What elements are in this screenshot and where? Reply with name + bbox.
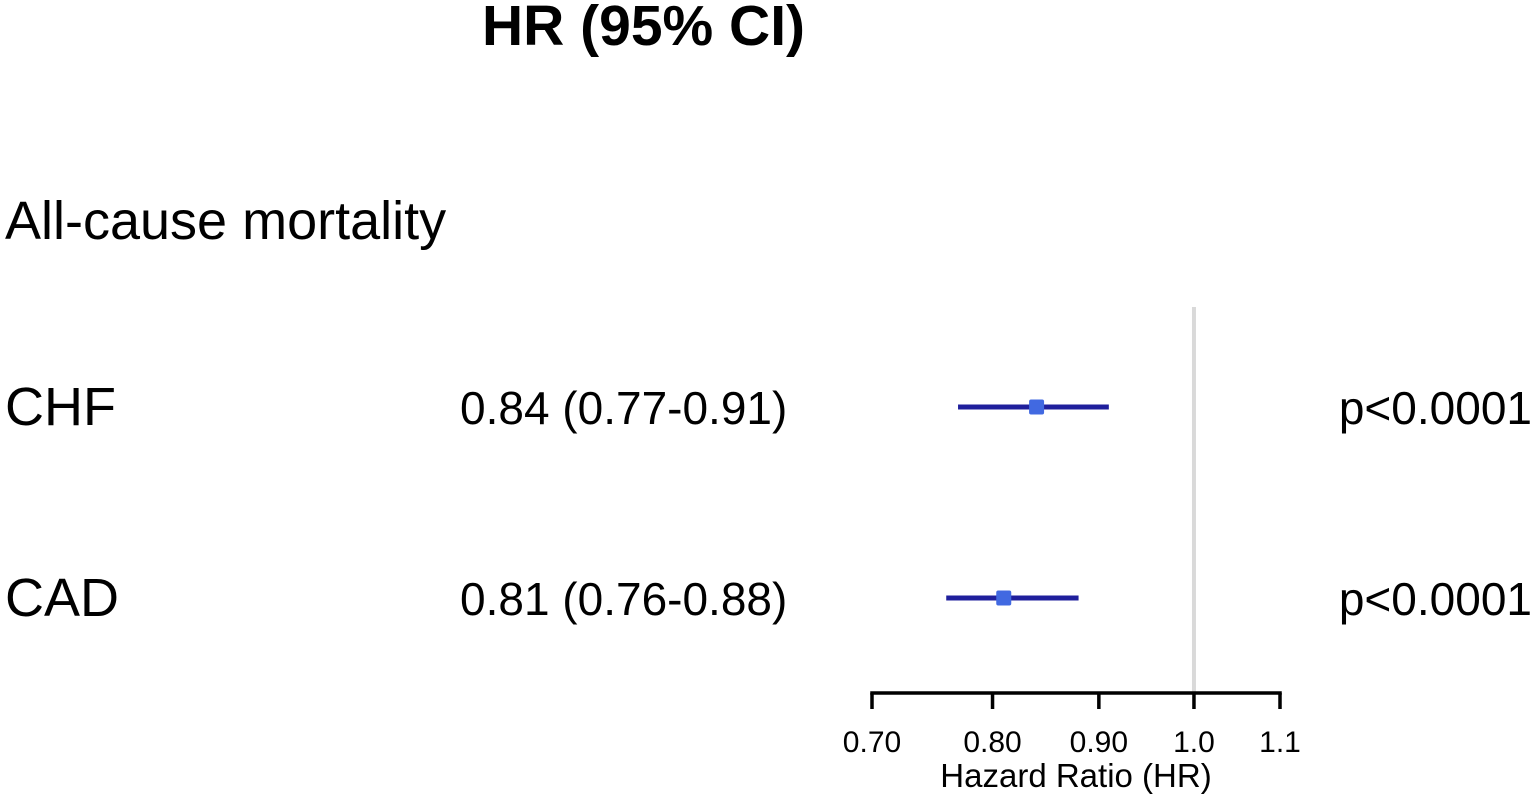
row-label-chf: CHF — [5, 377, 116, 437]
group-label-all-cause-mortality: All-cause mortality — [5, 191, 447, 251]
axis-tick-label: 1.1 — [1259, 726, 1301, 759]
row-estimate-cad: 0.81 (0.76-0.88) — [460, 573, 788, 625]
row-pvalue-cad: p<0.0001 — [1338, 573, 1532, 625]
axis-tick-label: 0.80 — [963, 726, 1021, 759]
hr-marker — [1029, 399, 1045, 415]
axis-tick-label: 1.0 — [1173, 726, 1215, 759]
axis-tick-label: 0.70 — [843, 726, 901, 759]
x-axis-title: Hazard Ratio (HR) — [940, 757, 1211, 794]
row-estimate-chf: 0.84 (0.77-0.91) — [460, 382, 788, 434]
row-pvalue-chf: p<0.0001 — [1338, 382, 1532, 434]
plot-title: HR (95% CI) — [481, 0, 806, 58]
row-label-cad: CAD — [5, 568, 120, 628]
hr-marker — [996, 590, 1012, 606]
axis-tick-label: 0.90 — [1070, 726, 1128, 759]
